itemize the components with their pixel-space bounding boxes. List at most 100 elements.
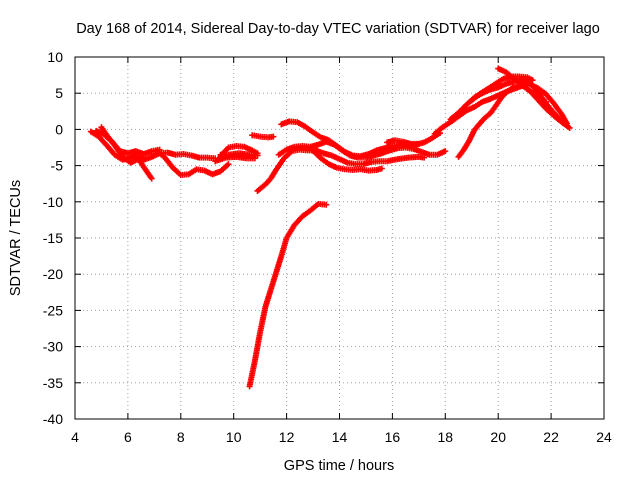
data-point: [439, 124, 446, 131]
data-point: [278, 121, 285, 128]
data-point: [302, 123, 309, 130]
data-point: [471, 127, 478, 134]
series-track-3: [98, 124, 155, 182]
data-point: [415, 140, 422, 147]
series-track-9: [246, 200, 330, 390]
data-point: [333, 164, 340, 171]
data-point: [323, 201, 330, 208]
data-point: [209, 171, 216, 178]
data-point: [124, 150, 131, 157]
data-point: [201, 167, 208, 174]
data-point: [119, 153, 126, 160]
data-point: [487, 110, 494, 117]
data-point: [341, 148, 348, 155]
data-point: [196, 154, 203, 161]
data-point: [392, 137, 399, 144]
data-point: [487, 95, 494, 102]
data-point: [280, 155, 287, 162]
data-point: [503, 80, 510, 87]
data-point: [193, 166, 200, 173]
y-tick-label: -25: [43, 302, 63, 318]
data-point: [251, 358, 258, 365]
x-tick-label: 8: [177, 429, 185, 445]
data-point: [471, 103, 478, 110]
data-point: [251, 155, 258, 162]
data-point: [262, 181, 269, 188]
data-point: [328, 152, 335, 159]
data-point: [516, 73, 523, 80]
data-point: [349, 152, 356, 159]
data-point: [299, 213, 306, 220]
data-point: [135, 156, 142, 163]
series-track-19: [468, 73, 536, 104]
data-point: [447, 116, 454, 123]
data-point: [299, 143, 306, 150]
data-point: [225, 161, 232, 168]
data-point: [262, 303, 269, 310]
y-tick-label: -20: [43, 266, 63, 282]
data-point: [87, 128, 94, 135]
data-point: [169, 164, 176, 171]
y-tick-label: -40: [43, 411, 63, 427]
data-point: [233, 153, 240, 160]
data-point: [455, 109, 462, 116]
data-point: [378, 165, 385, 172]
data-point: [103, 142, 110, 149]
data-point: [495, 65, 502, 72]
x-tick-label: 14: [332, 429, 348, 445]
data-point: [344, 159, 351, 166]
data-point: [286, 118, 293, 125]
y-axis-label: SDTVAR / TECUs: [8, 180, 24, 296]
data-point: [172, 151, 179, 158]
data-point: [246, 383, 253, 390]
data-point: [254, 187, 261, 194]
data-point: [550, 112, 557, 119]
data-point: [349, 166, 356, 173]
x-tick-label: 22: [543, 429, 559, 445]
data-point: [495, 84, 502, 91]
data-point: [365, 167, 372, 174]
data-point: [317, 155, 324, 162]
data-point: [188, 152, 195, 159]
data-point: [431, 130, 438, 137]
data-point: [534, 93, 541, 100]
data-point: [384, 158, 391, 165]
data-point: [500, 75, 507, 82]
axis-ticks: [74, 56, 605, 420]
data-point: [148, 175, 155, 182]
data-point: [542, 105, 549, 112]
data-point: [399, 138, 406, 145]
data-point: [563, 122, 570, 129]
x-tick-label: 24: [596, 429, 612, 445]
data-point: [241, 143, 248, 150]
y-tick-label: -35: [43, 375, 63, 391]
data-points: [87, 65, 573, 390]
data-point: [492, 80, 499, 87]
data-point: [503, 69, 510, 76]
data-point: [291, 143, 298, 150]
data-point: [310, 129, 317, 136]
y-tick-labels: 10 5 0 -5 -10 -15 -20 -25 -30 -35 -40: [43, 49, 63, 427]
data-point: [466, 137, 473, 144]
x-tick-label: 18: [438, 429, 454, 445]
data-point: [484, 85, 491, 92]
data-point: [365, 151, 372, 158]
data-point: [177, 172, 184, 179]
data-point: [434, 151, 441, 158]
grid: [75, 57, 604, 419]
data-point: [278, 253, 285, 260]
data-point: [283, 146, 290, 153]
data-point: [542, 98, 549, 105]
data-point: [235, 150, 242, 157]
data-point: [111, 151, 118, 158]
data-point: [519, 82, 526, 89]
series-track-4: [153, 148, 232, 179]
data-point: [148, 148, 155, 155]
data-point: [257, 133, 264, 140]
data-point: [127, 159, 134, 166]
data-point: [270, 278, 277, 285]
data-point: [421, 139, 428, 146]
data-point: [233, 143, 240, 150]
data-point: [148, 153, 155, 160]
